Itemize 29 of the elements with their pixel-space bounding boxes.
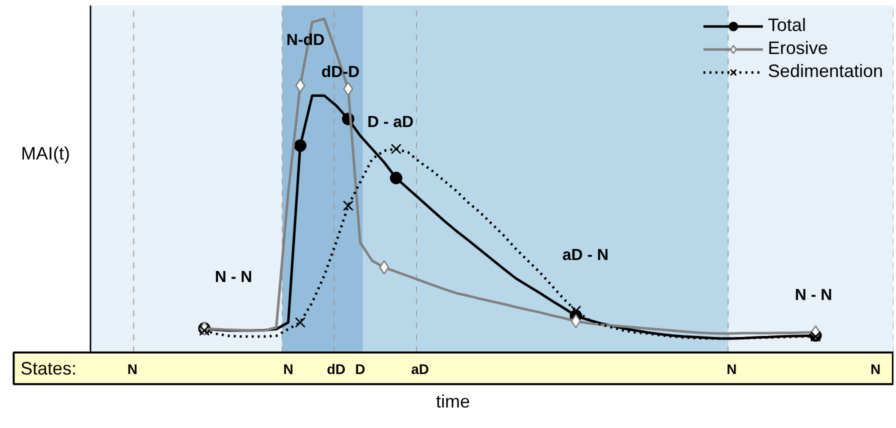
point [294, 139, 306, 152]
point [570, 314, 581, 328]
x-tick-label: dD [326, 361, 346, 377]
x-tick-label: D [355, 361, 366, 377]
x-tick-label: aD [411, 361, 430, 377]
annotation: D - aD [367, 114, 414, 131]
x-tick-label: N [283, 361, 294, 377]
text: States: [20, 358, 77, 378]
x-tick-label: N [870, 361, 881, 377]
x-tick-label: N [127, 361, 138, 377]
annotation: N - N [214, 269, 252, 286]
point [390, 172, 402, 184]
annotation: N - N [794, 287, 832, 304]
legend-label: Sedimentation [768, 61, 883, 82]
annotation: aD - N [562, 247, 609, 264]
annotation: N-dD [286, 32, 325, 49]
x-axis-title: time [436, 392, 470, 412]
point [294, 317, 306, 328]
x-tick-label: N [726, 361, 737, 377]
y-axis-title: MAI(t) [21, 144, 70, 164]
point [343, 82, 354, 96]
legend-label: Total [768, 15, 806, 36]
point [390, 144, 402, 154]
annotation: dD-D [321, 64, 360, 81]
point [342, 200, 354, 211]
point [295, 78, 306, 93]
legend-label: Erosive [768, 38, 828, 59]
point [199, 325, 210, 336]
point [379, 260, 390, 275]
